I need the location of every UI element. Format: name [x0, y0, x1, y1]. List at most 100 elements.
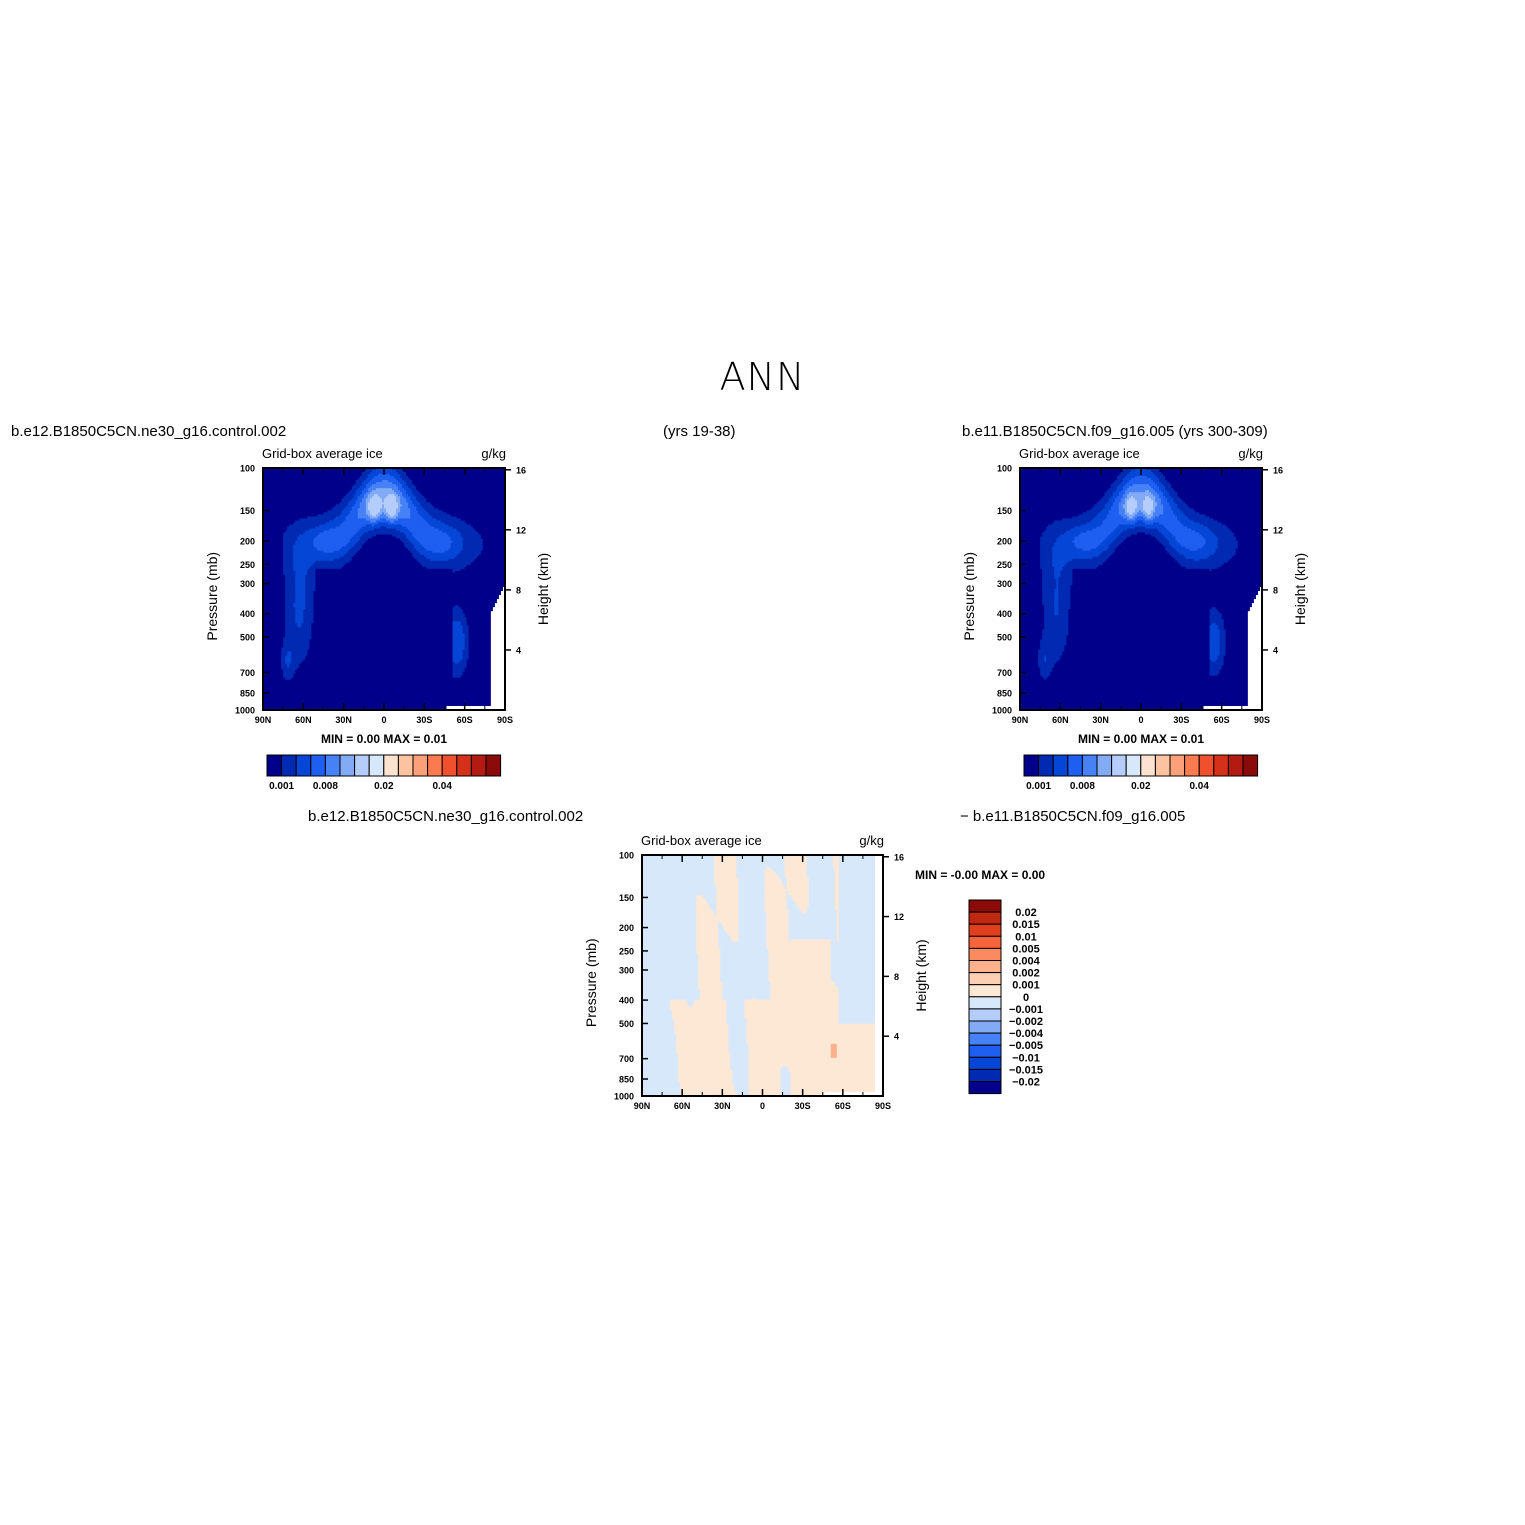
legend-label: 0.001 [1026, 781, 1051, 792]
legend-box [340, 755, 355, 776]
legend-box [471, 755, 486, 776]
legend-box [969, 1009, 1001, 1021]
y-tick-label: 850 [997, 688, 1012, 698]
legend-box [1155, 755, 1170, 776]
legend-label: −0.002 [1009, 1016, 1043, 1028]
x-tick-label: 30N [335, 715, 352, 725]
y-tick-label: 850 [240, 688, 255, 698]
chart-panel-3: Grid-box average ice g/kg1001502002503004… [583, 833, 1045, 1111]
legend-label: −0.02 [1012, 1077, 1040, 1089]
legend-box [267, 755, 282, 776]
y-tick-label: 1000 [992, 706, 1012, 716]
legend-box [384, 755, 399, 776]
y-tick-label: 850 [619, 1074, 634, 1084]
y-axis-label: Pressure (mb) [204, 552, 220, 641]
y-right-tick-label: 16 [1273, 465, 1283, 475]
legend-label: 0 [1023, 992, 1029, 1004]
plot-title: Grid-box average ice [1019, 446, 1140, 461]
legend-label: 0.004 [1012, 956, 1040, 968]
x-tick-label: 90N [1012, 715, 1029, 725]
x-tick-label: 30S [795, 1101, 811, 1111]
legend-box [1053, 755, 1068, 776]
legend-box [1170, 755, 1185, 776]
heatmap-cells [1020, 468, 1262, 710]
legend-label: −0.005 [1009, 1040, 1043, 1052]
legend-box [969, 1057, 1001, 1069]
legend-box [1214, 755, 1229, 776]
y-tick-label: 700 [619, 1054, 634, 1064]
heatmap-cells [263, 468, 505, 710]
y-tick-label: 100 [619, 851, 634, 861]
x-tick-label: 90N [634, 1101, 651, 1111]
plot-title: Grid-box average ice [641, 833, 762, 848]
legend-box [486, 755, 501, 776]
y-tick-label: 500 [240, 633, 255, 643]
legend-box [1097, 755, 1112, 776]
legend-box [1024, 755, 1039, 776]
x-tick-label: 60S [835, 1101, 851, 1111]
chart-panel-2: Grid-box average ice g/kg1001502002503004… [961, 446, 1308, 792]
y-right-axis-label: Height (km) [535, 553, 551, 625]
y-tick-label: 200 [240, 536, 255, 546]
x-tick-label: 90S [497, 715, 513, 725]
y-tick-label: 700 [240, 668, 255, 678]
legend-label: −0.01 [1012, 1052, 1040, 1064]
y-tick-label: 150 [240, 506, 255, 516]
y-tick-label: 150 [997, 506, 1012, 516]
legend-box [369, 755, 384, 776]
x-tick-label: 90N [255, 715, 272, 725]
chart-panel-1: Grid-box average ice g/kg1001502002503004… [204, 446, 551, 792]
y-tick-label: 100 [997, 464, 1012, 474]
legend-label: −0.001 [1009, 1004, 1043, 1016]
y-tick-label: 1000 [614, 1092, 634, 1102]
y-right-tick-label: 8 [894, 972, 899, 982]
y-right-tick-label: 8 [1273, 585, 1278, 595]
legend-label: 0.02 [1131, 781, 1151, 792]
legend-box [1112, 755, 1127, 776]
legend-box [282, 755, 297, 776]
legend-box [969, 973, 1001, 985]
legend-box [969, 936, 1001, 948]
y-right-tick-label: 4 [516, 645, 521, 655]
x-tick-label: 90S [875, 1101, 891, 1111]
x-tick-label: 0 [1138, 715, 1143, 725]
y-right-tick-label: 4 [1273, 645, 1278, 655]
y-axis-label: Pressure (mb) [961, 552, 977, 641]
y-right-tick-label: 16 [516, 465, 526, 475]
legend-box [442, 755, 457, 776]
legend-box [1082, 755, 1097, 776]
y-tick-label: 400 [997, 609, 1012, 619]
legend-box [969, 997, 1001, 1009]
y-tick-label: 200 [619, 923, 634, 933]
y-axis-label: Pressure (mb) [583, 938, 599, 1027]
x-tick-label: 90S [1254, 715, 1270, 725]
legend-box [355, 755, 370, 776]
x-tick-label: 60N [1052, 715, 1069, 725]
y-right-axis-label: Height (km) [913, 939, 929, 1011]
legend-box [1228, 755, 1243, 776]
legend-label: −0.004 [1009, 1028, 1044, 1040]
legend-label: 0.015 [1012, 919, 1040, 931]
min-max-label: MIN = 0.00 MAX = 0.01 [1078, 732, 1204, 746]
legend-label: 0.02 [374, 781, 394, 792]
x-tick-label: 30S [416, 715, 432, 725]
y-tick-label: 100 [240, 464, 255, 474]
y-right-tick-label: 16 [894, 852, 904, 862]
legend-box [413, 755, 428, 776]
min-max-label: MIN = -0.00 MAX = 0.00 [915, 868, 1045, 882]
y-tick-label: 400 [619, 996, 634, 1006]
heatmap-cells [642, 855, 883, 1096]
legend-box [969, 912, 1001, 924]
plot-title: Grid-box average ice [262, 446, 383, 461]
legend-box [969, 961, 1001, 973]
legend-label: 0.01 [1015, 931, 1036, 943]
x-tick-label: 60S [1214, 715, 1230, 725]
legend-label: 0.001 [269, 781, 294, 792]
y-right-tick-label: 8 [516, 585, 521, 595]
legend-label: 0.008 [1070, 781, 1095, 792]
y-tick-label: 500 [997, 633, 1012, 643]
y-tick-label: 300 [997, 579, 1012, 589]
legend-box [457, 755, 472, 776]
legend-box [1199, 755, 1214, 776]
